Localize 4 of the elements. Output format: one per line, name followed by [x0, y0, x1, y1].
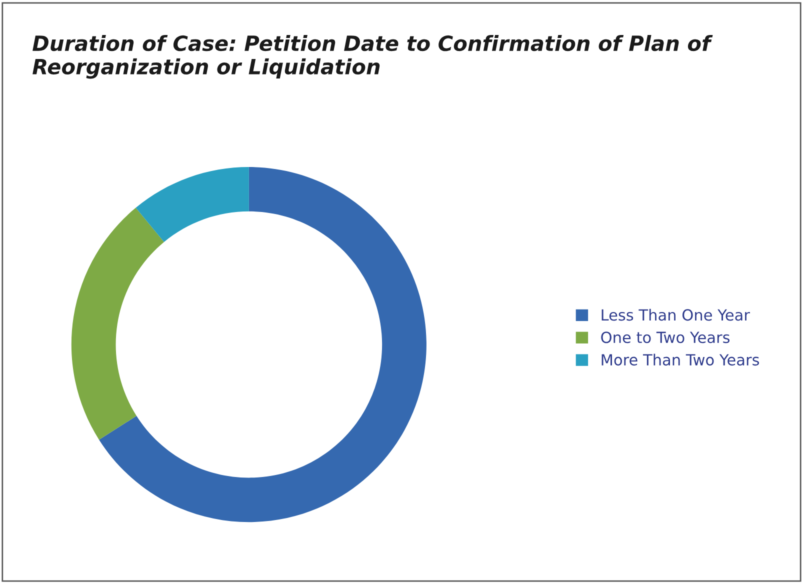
chart-title: Duration of Case: Petition Date to Confirmation of Plan of Reorganization or Liquidation: [32, 35, 713, 79]
legend-label: One to Two Years: [601, 332, 730, 344]
legend-label: Less Than One Year: [602, 308, 750, 321]
legend-label: More Than Two Years: [602, 354, 760, 366]
